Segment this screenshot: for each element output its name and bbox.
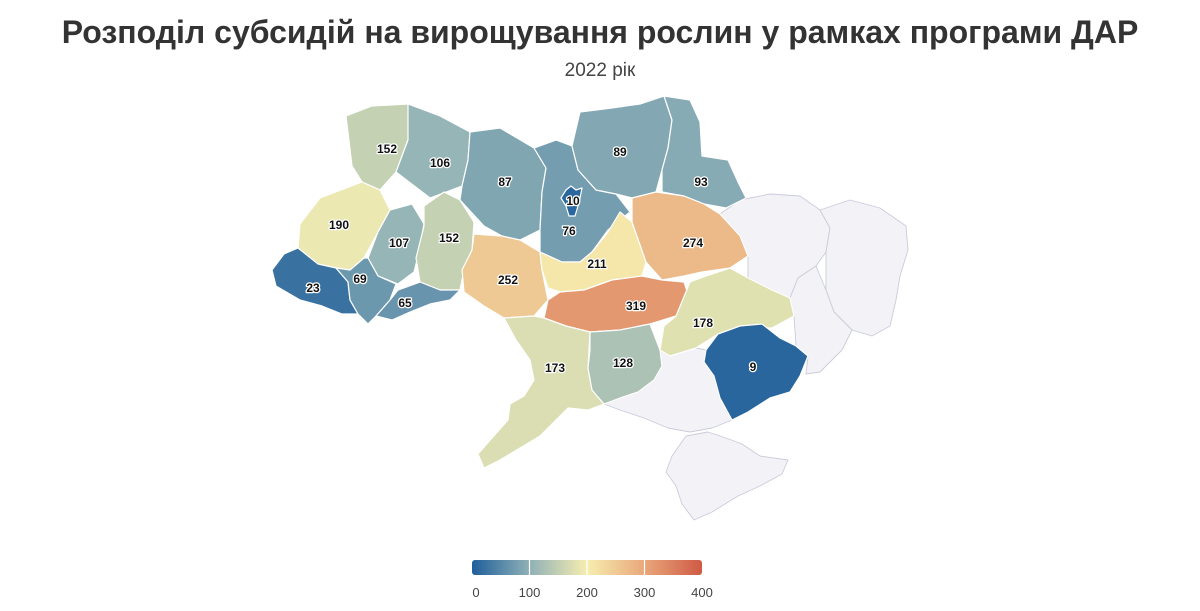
map-regions [271, 95, 909, 521]
chart-subtitle: 2022 рік [564, 60, 636, 81]
region-value-label-zhytomyr: 87 [498, 175, 512, 189]
region-value-label-kyiv-city: 10 [566, 194, 580, 208]
legend-ticks: 0 100 200 300 400 [472, 585, 712, 600]
region-value-label-volyn: 152 [377, 142, 397, 156]
region-value-label-rivne: 106 [430, 156, 450, 170]
region-value-label-lviv: 190 [329, 218, 349, 232]
region-value-label-kirovohrad: 319 [626, 299, 646, 313]
region-khmelnytskyi[interactable] [415, 191, 475, 291]
region-value-label-vinnytsia: 252 [498, 273, 518, 287]
region-luhansk-no-data [819, 199, 909, 337]
region-chernivtsi[interactable] [375, 281, 461, 321]
region-value-label-odesa: 173 [545, 361, 565, 375]
region-crimea-no-data [665, 431, 789, 521]
region-value-label-kyiv-oblast: 76 [562, 224, 576, 238]
region-kyiv-city[interactable] [560, 185, 583, 217]
region-value-label-khmelnytskyi: 152 [439, 231, 459, 245]
region-value-label-chernihiv: 89 [613, 145, 627, 159]
legend-tick-label: 300 [634, 585, 656, 600]
region-zaporizhzhia[interactable] [703, 323, 809, 421]
region-mykolaiv[interactable] [587, 323, 663, 405]
legend-tick-label: 200 [576, 585, 598, 600]
legend-tick-label: 100 [519, 585, 541, 600]
region-value-label-sumy: 93 [694, 175, 708, 189]
legend-separators [528, 560, 646, 575]
color-legend: 0 100 200 300 400 [472, 560, 713, 600]
region-value-label-zakarpattia: 23 [306, 281, 320, 295]
region-odesa[interactable] [477, 315, 605, 469]
region-poltava[interactable] [631, 191, 749, 281]
region-value-label-mykolaiv: 128 [613, 356, 633, 370]
legend-tick-label: 400 [691, 585, 713, 600]
region-value-label-chernivtsi: 65 [398, 296, 412, 310]
chart-title: Розподіл субсидій на вирощування рослин … [61, 14, 1139, 50]
region-ternopil[interactable] [367, 203, 425, 285]
region-sumy[interactable] [661, 95, 747, 209]
region-value-label-zaporizhzhia: 9 [750, 360, 757, 374]
legend-tick-label: 0 [472, 585, 479, 600]
region-value-label-dnipropetrovsk: 178 [693, 316, 713, 330]
region-value-label-cherkasy: 211 [587, 257, 607, 271]
region-value-label-ternopil: 107 [389, 236, 409, 250]
region-value-label-ivano-frankivsk: 69 [353, 272, 367, 286]
map-labels: 152 106 87 76 10 89 93 190 107 152 252 211 274 23 69 65… [305, 141, 758, 377]
region-value-label-poltava: 274 [683, 236, 703, 250]
